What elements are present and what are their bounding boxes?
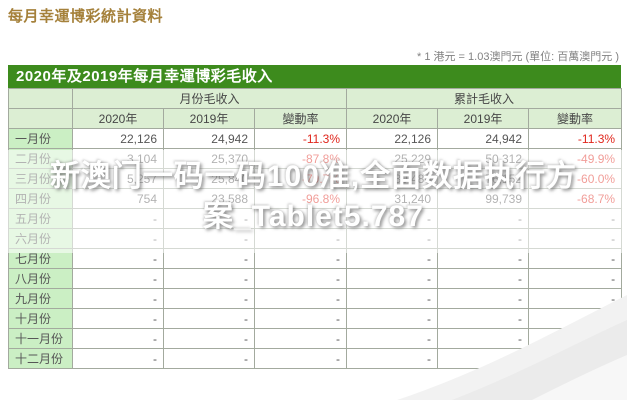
col-header: 2020年 bbox=[346, 108, 439, 129]
month-label-cell: 十一月份 bbox=[8, 328, 73, 349]
month-label-cell: 十月份 bbox=[8, 308, 73, 329]
value-cell: 22,126 bbox=[346, 128, 439, 149]
col-header: 2019年 bbox=[437, 108, 530, 129]
value-cell: - bbox=[253, 328, 348, 349]
month-label-cell: 九月份 bbox=[8, 288, 73, 309]
table-row: 十月份------ bbox=[8, 308, 623, 329]
value-cell: - bbox=[163, 268, 255, 289]
value-cell: - bbox=[253, 308, 348, 329]
col-header: 變動率 bbox=[528, 108, 623, 129]
value-cell: - bbox=[72, 268, 164, 289]
watermark-overlay-band bbox=[0, 150, 627, 253]
col-header: 2019年 bbox=[163, 108, 255, 129]
value-cell: - bbox=[72, 348, 164, 369]
value-cell: 24,942 bbox=[163, 128, 255, 149]
value-cell: - bbox=[437, 248, 530, 269]
table-group-header-row: 月份毛收入 累計毛收入 bbox=[8, 88, 623, 109]
value-cell: - bbox=[253, 348, 348, 369]
value-cell: - bbox=[346, 308, 439, 329]
value-cell: - bbox=[346, 348, 439, 369]
table-subheader-row: 2020年 2019年 變動率 2020年 2019年 變動率 bbox=[8, 108, 623, 129]
corner-cell bbox=[8, 88, 73, 109]
page-title: 每月幸運博彩統計資料 bbox=[8, 8, 164, 25]
change-rate-cell: -11.3% bbox=[253, 128, 348, 149]
col-header: 2020年 bbox=[72, 108, 164, 129]
value-cell: - bbox=[437, 288, 530, 309]
value-cell: - bbox=[253, 248, 348, 269]
value-cell: - bbox=[163, 288, 255, 309]
corner-cell bbox=[8, 108, 73, 129]
value-cell: - bbox=[72, 308, 164, 329]
value-cell: - bbox=[437, 308, 530, 329]
value-cell: - bbox=[72, 328, 164, 349]
decorative-swoosh-graphic bbox=[397, 295, 627, 400]
month-label-cell: 八月份 bbox=[8, 268, 73, 289]
value-cell: - bbox=[528, 288, 623, 309]
table-row: 一月份 22,126 24,942 -11.3% 22,126 24,942 -11.3% bbox=[8, 128, 623, 149]
change-rate-cell: -11.3% bbox=[528, 128, 623, 149]
value-cell: 22,126 bbox=[72, 128, 164, 149]
exchange-rate-note: * 1 港元 = 1.03澳門元 (單位: 百萬澳門元 ) bbox=[416, 51, 619, 63]
month-label-cell: 十二月份 bbox=[8, 348, 73, 369]
table-caption: 2020年及2019年每月幸運博彩毛收入 bbox=[8, 65, 621, 88]
month-label-cell: 一月份 bbox=[8, 128, 73, 149]
value-cell: - bbox=[253, 268, 348, 289]
value-cell: - bbox=[437, 268, 530, 289]
value-cell: - bbox=[253, 288, 348, 309]
value-cell: - bbox=[163, 308, 255, 329]
group-header-monthly: 月份毛收入 bbox=[71, 88, 348, 109]
col-header: 變動率 bbox=[253, 108, 348, 129]
value-cell: - bbox=[163, 328, 255, 349]
value-cell: - bbox=[437, 328, 530, 349]
value-cell: 24,942 bbox=[437, 128, 530, 149]
value-cell: - bbox=[346, 288, 439, 309]
group-header-cumulative: 累計毛收入 bbox=[346, 88, 623, 109]
value-cell: - bbox=[72, 288, 164, 309]
value-cell: - bbox=[163, 348, 255, 369]
